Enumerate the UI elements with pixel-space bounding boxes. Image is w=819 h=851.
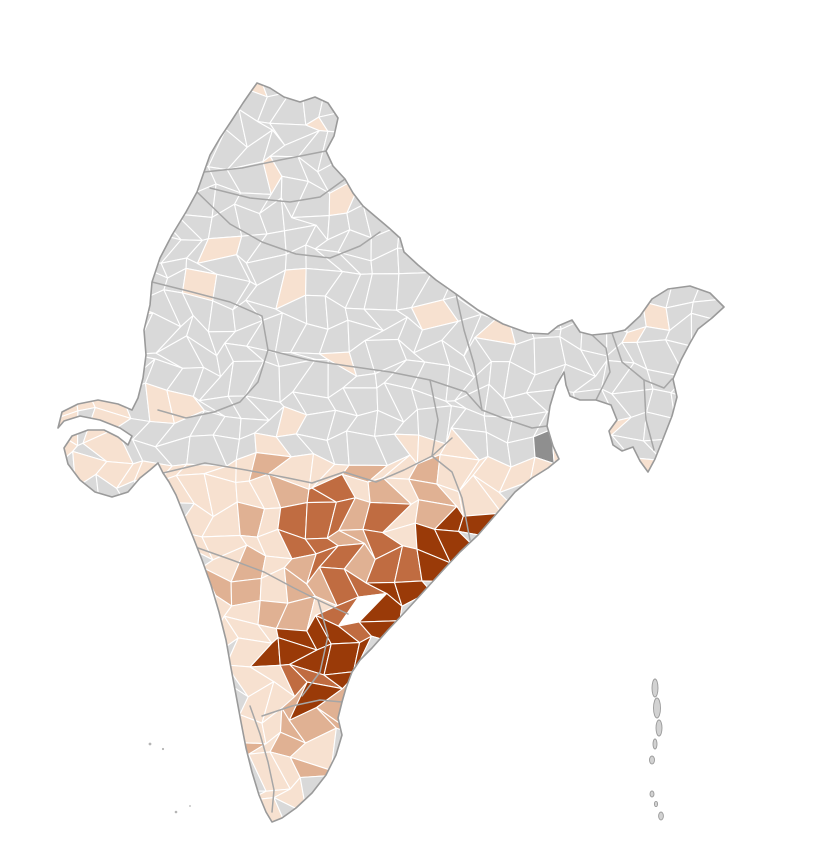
state-border <box>481 409 548 429</box>
island-district[interactable] <box>651 678 659 698</box>
island-district[interactable] <box>653 697 661 719</box>
state-border <box>151 281 269 419</box>
state-border <box>301 599 329 697</box>
state-border <box>197 547 349 615</box>
state-border <box>431 455 471 541</box>
state-border <box>591 334 611 401</box>
andaman-nicobar-islands[interactable] <box>649 678 664 821</box>
lakshadweep-islands <box>148 742 191 814</box>
island-district[interactable] <box>653 800 659 808</box>
state-border <box>203 150 327 173</box>
island-dot <box>148 742 152 746</box>
island-district[interactable] <box>649 790 655 798</box>
island-district[interactable] <box>658 811 664 821</box>
island-district[interactable] <box>652 738 658 750</box>
island-dot <box>174 810 178 814</box>
state-border <box>455 293 483 411</box>
state-border <box>267 349 483 411</box>
state-border <box>261 699 343 717</box>
island-dot <box>189 805 191 807</box>
state-border <box>249 705 275 813</box>
india-outline <box>57 82 725 823</box>
state-border <box>643 379 655 451</box>
island-district[interactable] <box>649 755 655 765</box>
state-border <box>209 178 346 203</box>
island-dot <box>161 747 165 751</box>
state-border <box>162 437 453 484</box>
island-district[interactable] <box>655 719 663 737</box>
state-border <box>196 191 381 259</box>
state-border <box>429 379 439 457</box>
